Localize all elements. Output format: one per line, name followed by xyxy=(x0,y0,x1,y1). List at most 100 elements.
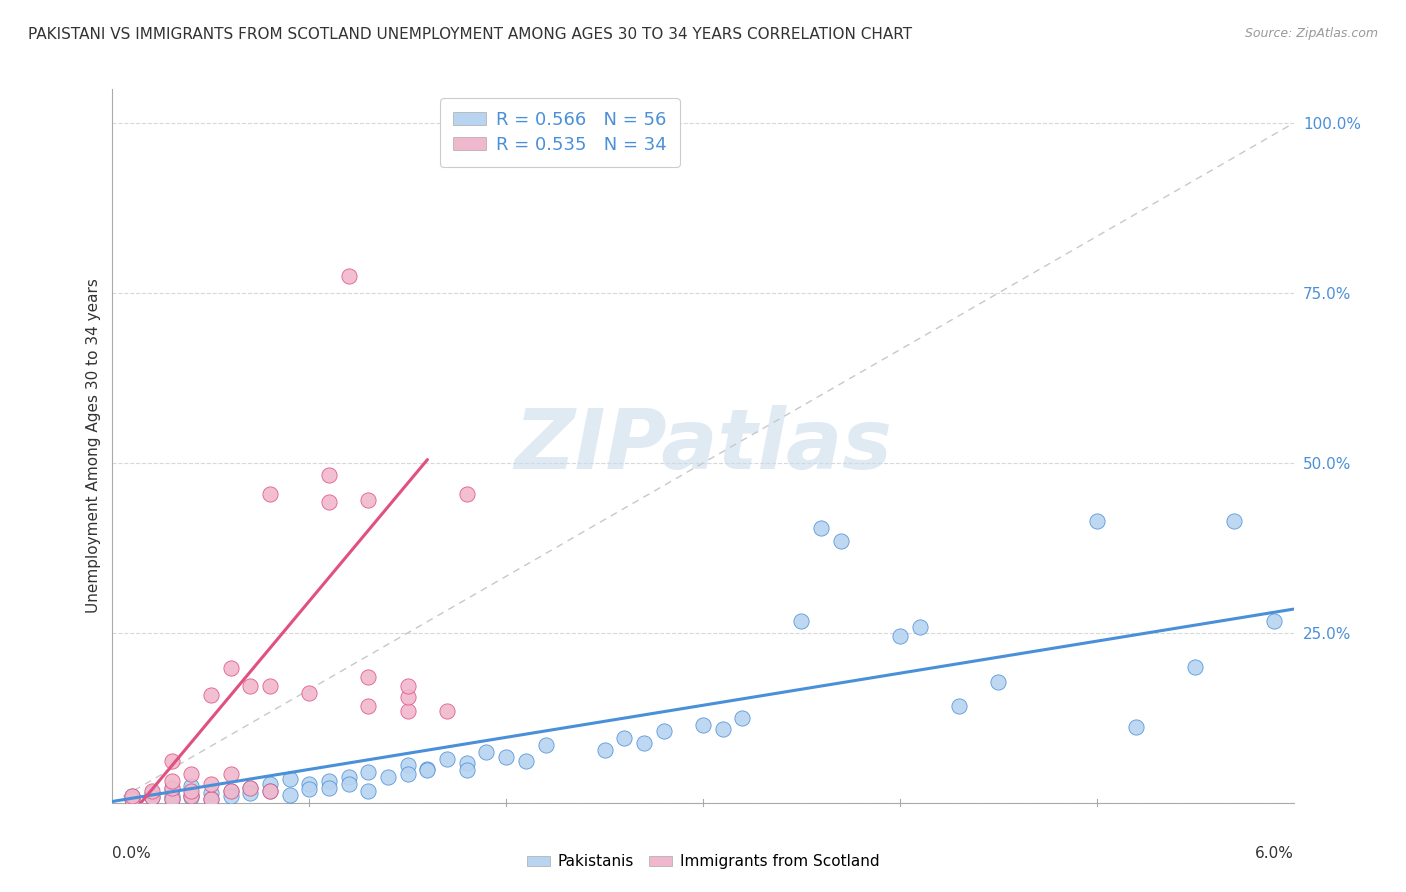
Point xyxy=(337,777,360,791)
Point xyxy=(337,269,360,284)
Point xyxy=(121,789,143,803)
Point xyxy=(357,699,380,714)
Legend: Pakistanis, Immigrants from Scotland: Pakistanis, Immigrants from Scotland xyxy=(520,848,886,875)
Point xyxy=(298,782,321,797)
Point xyxy=(180,767,202,781)
Point xyxy=(239,679,262,693)
Point xyxy=(160,774,183,789)
Text: 6.0%: 6.0% xyxy=(1254,846,1294,861)
Text: 0.0%: 0.0% xyxy=(112,846,152,861)
Point xyxy=(396,767,419,781)
Point xyxy=(200,786,222,800)
Point xyxy=(200,777,222,791)
Point xyxy=(180,788,202,802)
Point xyxy=(396,704,419,718)
Text: ZIPatlas: ZIPatlas xyxy=(515,406,891,486)
Point xyxy=(810,520,832,534)
Point xyxy=(121,792,143,806)
Point xyxy=(416,763,439,777)
Point xyxy=(259,783,281,797)
Point xyxy=(357,670,380,684)
Point xyxy=(219,661,242,675)
Point xyxy=(357,783,380,797)
Point xyxy=(239,780,262,795)
Text: Source: ZipAtlas.com: Source: ZipAtlas.com xyxy=(1244,27,1378,40)
Point xyxy=(180,789,202,803)
Point xyxy=(337,770,360,784)
Point xyxy=(436,751,458,765)
Point xyxy=(200,791,222,805)
Point xyxy=(830,534,852,549)
Point xyxy=(456,756,478,771)
Point xyxy=(357,765,380,780)
Point xyxy=(278,772,301,786)
Point xyxy=(515,754,537,768)
Point xyxy=(121,789,143,803)
Point xyxy=(141,790,163,805)
Y-axis label: Unemployment Among Ages 30 to 34 years: Unemployment Among Ages 30 to 34 years xyxy=(86,278,101,614)
Point xyxy=(475,745,498,759)
Point xyxy=(1263,614,1285,628)
Point xyxy=(495,749,517,764)
Point xyxy=(377,770,399,784)
Point xyxy=(357,493,380,508)
Point xyxy=(298,777,321,791)
Point xyxy=(1184,660,1206,674)
Point xyxy=(790,614,813,628)
Point xyxy=(259,679,281,693)
Point xyxy=(456,763,478,777)
Point xyxy=(318,774,340,789)
Legend: R = 0.566   N = 56, R = 0.535   N = 34: R = 0.566 N = 56, R = 0.535 N = 34 xyxy=(440,98,679,167)
Point xyxy=(436,704,458,718)
Point xyxy=(416,762,439,776)
Point xyxy=(1125,720,1147,734)
Point xyxy=(456,486,478,500)
Point xyxy=(239,786,262,800)
Point xyxy=(711,723,734,737)
Point xyxy=(141,783,163,797)
Point xyxy=(239,780,262,795)
Point xyxy=(200,792,222,806)
Text: PAKISTANI VS IMMIGRANTS FROM SCOTLAND UNEMPLOYMENT AMONG AGES 30 TO 34 YEARS COR: PAKISTANI VS IMMIGRANTS FROM SCOTLAND UN… xyxy=(28,27,912,42)
Point xyxy=(160,792,183,806)
Point xyxy=(948,699,970,714)
Point xyxy=(318,495,340,509)
Point xyxy=(180,790,202,805)
Point xyxy=(259,486,281,500)
Point xyxy=(1223,514,1246,528)
Point xyxy=(121,792,143,806)
Point xyxy=(219,783,242,797)
Point xyxy=(160,780,183,795)
Point xyxy=(259,783,281,797)
Point xyxy=(298,686,321,700)
Point xyxy=(180,779,202,793)
Point xyxy=(396,690,419,705)
Point xyxy=(219,767,242,781)
Point xyxy=(889,629,911,643)
Point xyxy=(278,788,301,802)
Point xyxy=(160,782,183,797)
Point xyxy=(160,754,183,768)
Point xyxy=(1085,514,1108,528)
Point xyxy=(396,679,419,693)
Point xyxy=(259,777,281,791)
Point xyxy=(534,738,557,752)
Point xyxy=(652,724,675,739)
Point xyxy=(633,736,655,750)
Point xyxy=(160,789,183,803)
Point xyxy=(141,790,163,805)
Point xyxy=(160,792,183,806)
Point xyxy=(613,731,636,746)
Point xyxy=(593,743,616,757)
Point xyxy=(318,468,340,483)
Point xyxy=(318,780,340,795)
Point xyxy=(908,620,931,634)
Point xyxy=(219,783,242,797)
Point xyxy=(141,786,163,800)
Point xyxy=(692,717,714,731)
Point xyxy=(200,689,222,703)
Point xyxy=(731,711,754,725)
Point xyxy=(396,758,419,772)
Point xyxy=(987,674,1010,689)
Point xyxy=(180,783,202,797)
